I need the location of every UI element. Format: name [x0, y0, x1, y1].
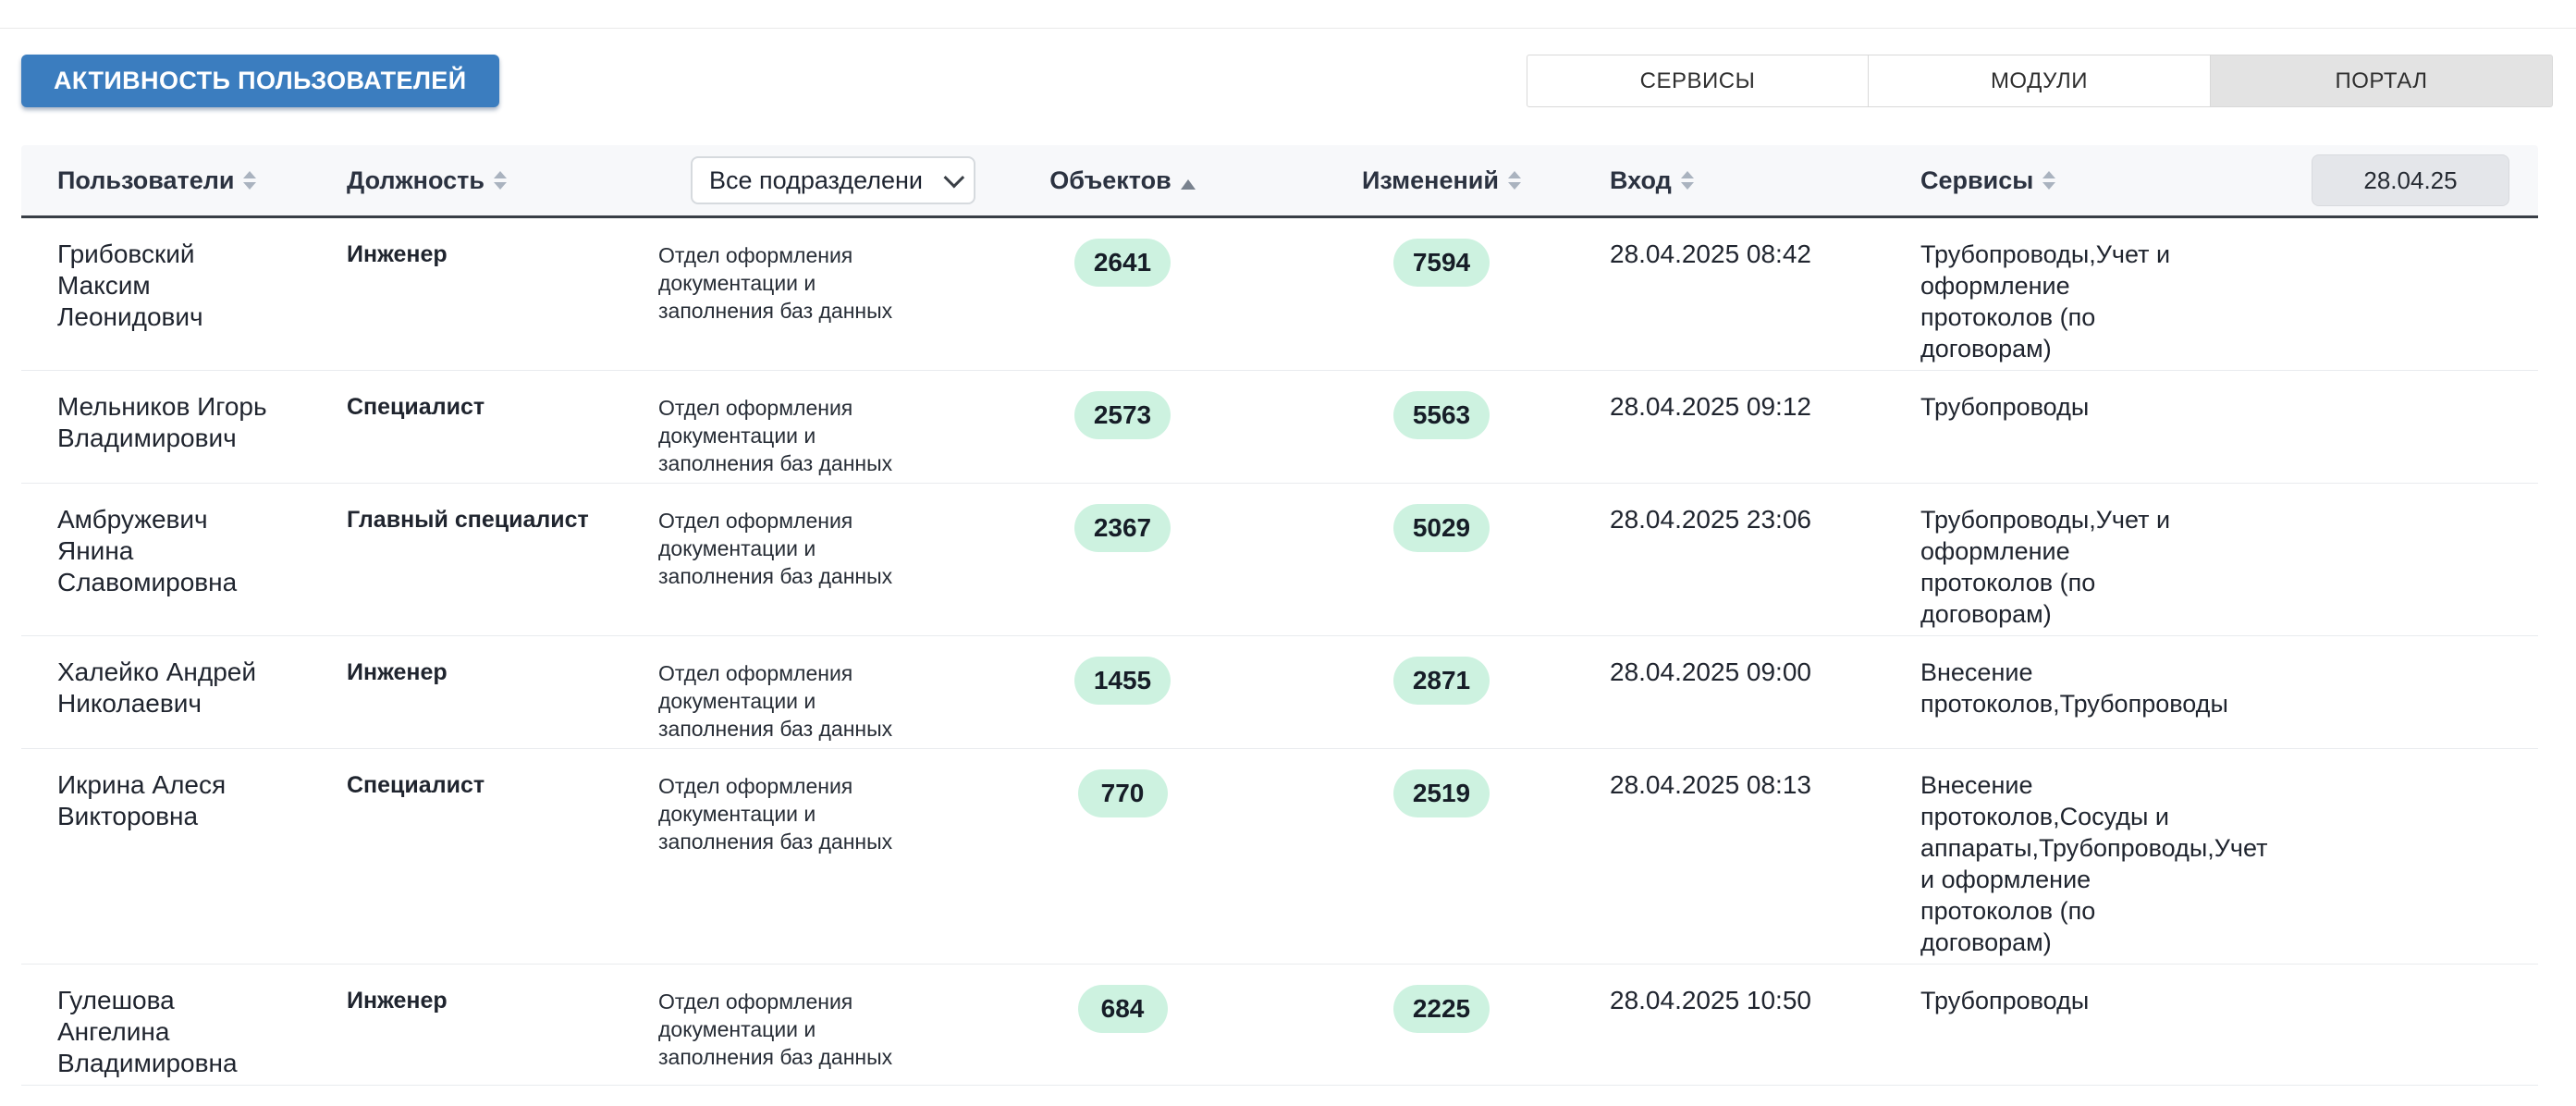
sort-icon: [1507, 171, 1521, 190]
sort-asc-icon: [1180, 178, 1196, 190]
column-header-date: [2308, 154, 2538, 206]
user-position: Специалист: [347, 394, 485, 420]
chevron-down-icon: [943, 166, 965, 189]
user-name: Мельников Игорь Владимирович: [57, 392, 267, 452]
objects-count-badge: 684: [1077, 985, 1168, 1033]
column-header-position-label: Должность: [347, 166, 485, 194]
changes-count-badge: 5029: [1392, 504, 1490, 552]
objects-count-badge: 1455: [1073, 657, 1171, 705]
user-position: Главный специалист: [347, 507, 589, 533]
services-list: Трубопроводы,Учет и оформление протоколо…: [1920, 506, 2171, 628]
changes-count-badge: 5563: [1392, 391, 1490, 439]
user-name: Гулешова Ангелина Владимировна: [57, 986, 238, 1077]
department-filter-select[interactable]: Все подразделени: [691, 156, 975, 204]
user-department: Отдел оформления документации и заполнен…: [658, 774, 893, 854]
login-datetime: 28.04.2025 09:12: [1610, 392, 1811, 421]
login-datetime: 28.04.2025 08:13: [1610, 770, 1811, 799]
user-position: Инженер: [347, 988, 448, 1014]
changes-count-badge: 2225: [1392, 985, 1490, 1033]
user-department: Отдел оформления документации и заполнен…: [658, 509, 893, 588]
table-row: Гулешова Ангелина Владимировна Инженер О…: [21, 965, 2538, 1086]
table-row: Икрина Алеся Викторовна Специалист Отдел…: [21, 749, 2538, 965]
column-header-objects-label: Объектов: [1049, 166, 1171, 194]
column-header-objects[interactable]: Объектов: [1030, 166, 1215, 195]
user-name: Амбружевич Янина Славомировна: [57, 505, 238, 596]
column-header-department: Все подразделени: [658, 156, 1030, 204]
services-list: Внесение протоколов,Трубопроводы: [1920, 658, 2228, 718]
table-row: Халейко Андрей Николаевич Инженер Отдел …: [21, 636, 2538, 749]
services-list: Трубопроводы,Учет и оформление протоколо…: [1920, 240, 2171, 363]
objects-count-badge: 2641: [1073, 239, 1171, 287]
services-list: Трубопроводы: [1920, 393, 2090, 421]
tab-modules[interactable]: МОДУЛИ: [1869, 55, 2211, 107]
sort-icon: [1680, 171, 1694, 190]
column-header-users-label: Пользователи: [57, 166, 235, 194]
user-department: Отдел оформления документации и заполнен…: [658, 396, 893, 475]
login-datetime: 28.04.2025 09:00: [1610, 657, 1811, 686]
table-row: Грибовский Максим Леонидович Инженер Отд…: [21, 218, 2538, 371]
objects-count-badge: 2573: [1073, 391, 1171, 439]
column-header-changes-label: Изменений: [1362, 166, 1499, 194]
user-department: Отдел оформления документации и заполнен…: [658, 661, 893, 741]
column-header-position[interactable]: Должность: [347, 166, 658, 195]
column-header-login[interactable]: Вход: [1539, 166, 1905, 195]
column-header-login-label: Вход: [1610, 166, 1672, 194]
table-row: [21, 1086, 2538, 1106]
login-datetime: 28.04.2025 08:42: [1610, 240, 1811, 268]
objects-count-badge: 2367: [1073, 504, 1171, 552]
login-datetime: 28.04.2025 10:50: [1610, 986, 1811, 1014]
tab-services[interactable]: СЕРВИСЫ: [1527, 55, 1869, 107]
table-row: Мельников Игорь Владимирович Специалист …: [21, 371, 2538, 484]
changes-count-badge: 2519: [1392, 769, 1490, 817]
user-activity-button[interactable]: АКТИВНОСТЬ ПОЛЬЗОВАТЕЛЕЙ: [21, 55, 499, 107]
user-activity-table: Пользователи Должность Все подразделени …: [21, 145, 2538, 1106]
user-name: Икрина Алеся Викторовна: [57, 770, 227, 830]
column-header-services[interactable]: Сервисы: [1905, 166, 2308, 195]
view-tabs: СЕРВИСЫ МОДУЛИ ПОРТАЛ: [1527, 55, 2553, 107]
user-name: Грибовский Максим Леонидович: [57, 240, 203, 331]
column-header-changes[interactable]: Изменений: [1215, 166, 1539, 195]
changes-count-badge: 7594: [1392, 239, 1490, 287]
changes-count-badge: 2871: [1392, 657, 1490, 705]
login-datetime: 28.04.2025 23:06: [1610, 505, 1811, 534]
user-position: Инженер: [347, 659, 448, 685]
column-header-services-label: Сервисы: [1920, 166, 2034, 194]
column-header-users[interactable]: Пользователи: [21, 166, 347, 195]
toolbar: АКТИВНОСТЬ ПОЛЬЗОВАТЕЛЕЙ СЕРВИСЫ МОДУЛИ …: [0, 29, 2576, 107]
sort-icon: [243, 171, 257, 190]
user-position: Инженер: [347, 241, 448, 267]
sort-icon: [2042, 171, 2056, 190]
department-filter-value: Все подразделени: [709, 166, 923, 194]
objects-count-badge: 770: [1077, 769, 1168, 817]
top-divider-bar: [0, 0, 2576, 29]
user-department: Отдел оформления документации и заполнен…: [658, 243, 893, 323]
services-list: Трубопроводы: [1920, 987, 2090, 1014]
tab-portal[interactable]: ПОРТАЛ: [2211, 55, 2553, 107]
user-department: Отдел оформления документации и заполнен…: [658, 989, 893, 1069]
date-filter-input[interactable]: [2312, 154, 2509, 206]
table-header-row: Пользователи Должность Все подразделени …: [21, 145, 2538, 218]
services-list: Внесение протоколов,Сосуды и аппараты,Тр…: [1920, 771, 2268, 956]
user-position: Специалист: [347, 772, 485, 798]
table-body: Грибовский Максим Леонидович Инженер Отд…: [21, 218, 2538, 1106]
user-name: Халейко Андрей Николаевич: [57, 657, 256, 718]
table-row: Амбружевич Янина Славомировна Главный сп…: [21, 484, 2538, 636]
sort-icon: [493, 171, 507, 190]
